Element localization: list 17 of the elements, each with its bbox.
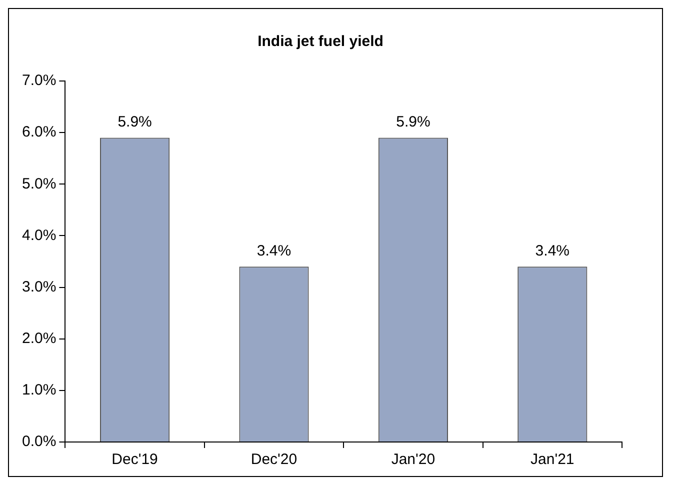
x-tick-label: Jan'20 bbox=[391, 451, 436, 468]
x-tick-label: Dec'19 bbox=[112, 451, 158, 468]
y-tick-label: 2.0% bbox=[22, 330, 56, 347]
y-tick-label: 6.0% bbox=[22, 124, 56, 141]
data-label: 5.9% bbox=[118, 113, 152, 130]
data-label: 3.4% bbox=[256, 242, 292, 260]
chart-title: India jet fuel yield bbox=[258, 33, 384, 50]
y-tick-label: 4.0% bbox=[22, 226, 56, 244]
x-tick-label: Jan'21 bbox=[530, 451, 574, 468]
y-tick-label: 7.0% bbox=[22, 72, 56, 90]
y-tick-label: 5.0% bbox=[22, 175, 56, 192]
data-label: 3.4% bbox=[535, 242, 570, 260]
data-label: 5.9% bbox=[396, 113, 430, 130]
y-tick-label: 0.0% bbox=[22, 433, 56, 450]
y-tick-label: 3.0% bbox=[22, 278, 56, 296]
x-tick-label: Dec'20 bbox=[250, 451, 298, 468]
y-tick-label: 1.0% bbox=[22, 382, 56, 399]
